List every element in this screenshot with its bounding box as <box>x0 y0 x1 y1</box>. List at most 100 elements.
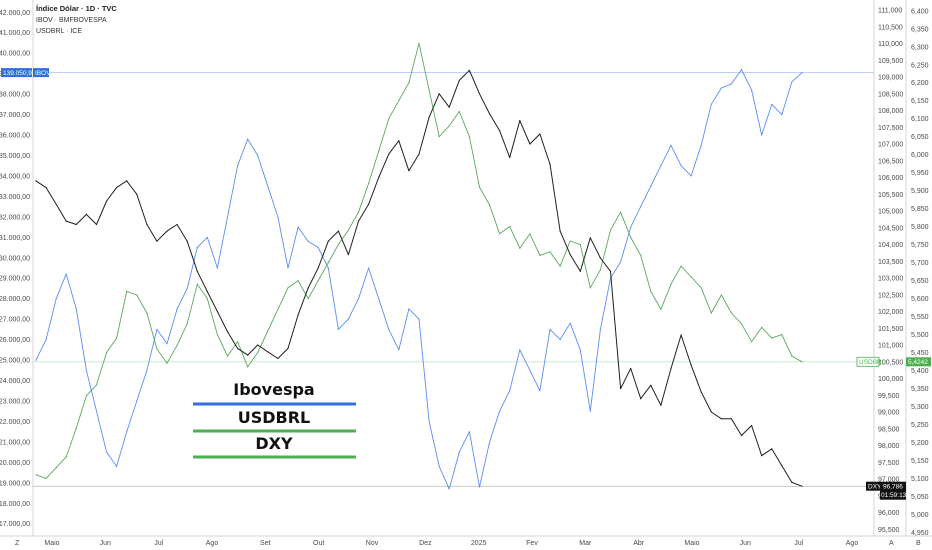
tick-label: 5,050 <box>911 494 929 501</box>
data-point-dxy <box>226 331 229 333</box>
tick-label: 6,250 <box>911 62 929 69</box>
data-point-ibov <box>579 349 581 351</box>
data-point-ibov <box>337 328 339 330</box>
data-point-ibov <box>458 451 460 453</box>
data-point-ibov <box>650 185 652 187</box>
tick-label: 102,500 <box>878 292 903 299</box>
data-point-dxy <box>368 203 370 205</box>
tick-label: 137.000,00 <box>0 112 30 119</box>
data-point-ibov <box>75 308 77 310</box>
tick-label: 6,000 <box>911 152 929 159</box>
data-point-ibov <box>761 134 763 136</box>
data-point-dxy <box>489 113 491 115</box>
data-point-ibov <box>509 390 511 392</box>
data-point-ibov <box>126 431 128 433</box>
data-point-dxy <box>65 220 67 222</box>
tick-label: 99,000 <box>878 410 900 417</box>
data-point-usdbrl <box>35 474 37 476</box>
data-point-ibov <box>317 246 319 249</box>
tick-label: 132.000,00 <box>0 214 30 221</box>
tick-label: 117.000,00 <box>0 521 30 528</box>
ibov-tag-name: IBOV <box>35 70 51 77</box>
data-point-dxy <box>297 314 299 316</box>
header-line-2: IBOV · BMFBOVESPA <box>36 17 107 24</box>
data-point-dxy <box>277 357 279 360</box>
data-point-usdbrl <box>468 136 470 138</box>
data-point-ibov <box>781 114 783 116</box>
legend: Ibovespa USDBRL DXY <box>193 380 356 459</box>
header-title: Índice Dólar · 1D · TVC <box>36 4 117 13</box>
data-point-ibov <box>428 420 430 422</box>
data-point-dxy <box>599 257 602 259</box>
tick-label: 129.000,00 <box>0 276 30 283</box>
data-point-usdbrl <box>489 204 491 206</box>
tick-label: 111,000 <box>878 8 902 15</box>
left-axis-corner: Z <box>15 540 20 547</box>
data-point-dxy <box>700 391 702 393</box>
data-point-usdbrl <box>297 280 299 282</box>
data-point-ibov <box>710 103 712 105</box>
data-point-ibov <box>65 273 67 275</box>
data-point-dxy <box>559 230 561 232</box>
data-point-usdbrl <box>408 82 410 84</box>
data-point-ibov <box>166 343 168 345</box>
legend-label-ibovespa: Ibovespa <box>233 380 314 399</box>
tick-label: 5,150 <box>911 458 929 465</box>
data-point-usdbrl <box>549 251 551 253</box>
time-tick-label: Fev <box>526 540 538 547</box>
data-point-usdbrl <box>116 337 118 339</box>
data-point-usdbrl <box>307 298 309 300</box>
data-point-dxy <box>347 254 349 256</box>
time-tick-label: Mar <box>579 540 592 547</box>
dxy-tag-value-bg <box>880 481 906 500</box>
data-point-ibov <box>489 441 491 443</box>
data-point-usdbrl <box>680 265 682 267</box>
data-point-ibov <box>85 369 87 371</box>
data-point-dxy <box>579 270 581 272</box>
tick-label: 5,500 <box>911 332 929 339</box>
data-point-usdbrl <box>620 211 622 213</box>
data-point-ibov <box>670 144 672 146</box>
tick-label: 6,350 <box>911 26 929 33</box>
data-point-dxy <box>116 187 118 189</box>
data-point-ibov <box>357 298 360 300</box>
tick-label: 122.000,00 <box>0 419 30 426</box>
usdbrl-tag-name-bg <box>856 356 880 367</box>
dxy-axis-ticks: 111,000 110,500 110,000 109,500 109,000 108,5… <box>878 8 903 534</box>
data-point-usdbrl <box>277 308 279 310</box>
tick-label: 140.000,00 <box>0 51 30 58</box>
tick-label: 98,500 <box>878 426 900 433</box>
data-point-usdbrl <box>398 100 400 102</box>
usdbrl-tag-name: USDBRL <box>859 359 886 366</box>
data-point-ibov <box>680 165 682 167</box>
data-point-ibov <box>35 359 37 361</box>
data-point-dxy <box>529 143 531 145</box>
data-point-usdbrl <box>206 298 208 300</box>
data-point-usdbrl <box>438 136 440 138</box>
data-point-usdbrl <box>216 334 218 336</box>
data-point-ibov <box>277 216 279 218</box>
data-point-usdbrl <box>368 182 370 185</box>
data-point-ibov <box>136 400 138 402</box>
data-point-usdbrl <box>569 240 571 242</box>
data-point-ibov <box>216 267 218 269</box>
legend-label-usdbrl: USDBRL <box>238 408 311 427</box>
data-point-dxy <box>771 448 773 450</box>
data-point-ibov <box>640 206 642 208</box>
data-point-dxy <box>630 367 632 370</box>
time-tick-label: Jun <box>740 540 751 547</box>
data-point-dxy <box>317 267 319 269</box>
data-point-ibov <box>438 465 440 467</box>
data-point-ibov <box>630 226 632 228</box>
data-point-usdbrl <box>357 211 360 213</box>
data-point-dxy <box>458 79 460 81</box>
tick-label: 128.000,00 <box>0 296 30 303</box>
data-point-usdbrl <box>146 312 148 314</box>
tick-label: 135.000,00 <box>0 153 30 160</box>
data-point-ibov <box>408 308 410 310</box>
data-point-ibov <box>660 165 662 167</box>
tick-label: 142.000,00 <box>0 10 30 17</box>
time-tick-label: Jul <box>154 540 163 547</box>
data-point-dxy <box>791 481 793 483</box>
